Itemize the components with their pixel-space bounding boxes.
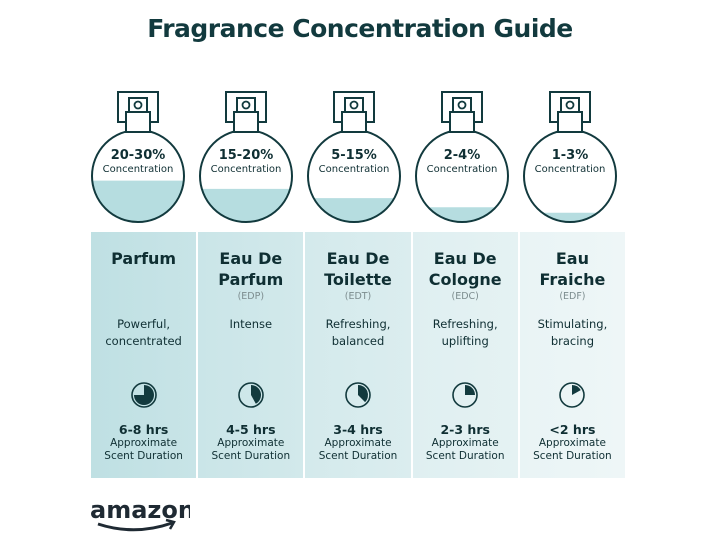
fragrance-name: Eau De Toilette xyxy=(305,248,410,290)
duration-label-line2: Scent Duration xyxy=(318,450,398,462)
amazon-logo-text: amazon xyxy=(90,496,190,524)
concentration-percent: 5-15% xyxy=(331,148,377,163)
duration-hours: 4-5 hrs xyxy=(226,422,276,437)
duration-hours: 3-4 hrs xyxy=(333,422,383,437)
duration-label: Approximate Scent Duration xyxy=(91,437,196,463)
bottle: 15-20% Concentration xyxy=(192,88,300,228)
fragrance-description: Refreshing, balanced xyxy=(305,316,410,350)
bottle: 20-30% Concentration xyxy=(84,88,192,228)
description-line1: Refreshing, xyxy=(325,317,391,331)
fragrance-abbreviation: (EDP) xyxy=(237,291,265,302)
fragrance-column: Eau De Toilette (EDT) Refreshing, balanced 3… xyxy=(305,232,411,478)
fragrance-abbreviation: (EDC) xyxy=(451,291,479,302)
duration-label-line2: Scent Duration xyxy=(104,450,183,462)
description-line2: bracing xyxy=(550,334,594,348)
bottle: 2-4% Concentration xyxy=(408,88,516,228)
clock-icon xyxy=(559,382,586,408)
fragrance-name: Parfum xyxy=(91,248,196,269)
page-title: Fragrance Concentration Guide xyxy=(147,14,573,43)
duration-label-line2: Scent Duration xyxy=(211,450,291,462)
concentration-percent: 2-4% xyxy=(443,148,481,163)
fragrance-column: Eau Fraiche (EDF) Stimulating, bracing <2 hr… xyxy=(519,232,626,478)
fragrance-column: Eau De Cologne (EDC) Refreshing, uplifting 2… xyxy=(412,232,518,478)
fragrance-name-line1: Eau De xyxy=(433,249,497,268)
concentration-percent: 20-30% xyxy=(110,148,166,163)
fragrance-name-line1: Eau De xyxy=(326,249,390,268)
fragrance-name-line1: Parfum xyxy=(111,249,177,268)
bottle-row: 20-30% Concentration 15-20% Concentration … xyxy=(84,88,632,228)
duration-label: Approximate Scent Duration xyxy=(198,437,303,463)
concentration-label: Concentration xyxy=(210,164,282,175)
description-line1: Refreshing, xyxy=(432,317,498,331)
concentration-label: Concentration xyxy=(102,164,174,175)
fragrance-name-line2: Parfum xyxy=(218,270,284,289)
duration-label-line2: Scent Duration xyxy=(425,450,505,462)
fragrance-name: Eau De Parfum xyxy=(198,248,303,290)
duration-hours: <2 hrs xyxy=(549,422,596,437)
fragrance-description: Intense xyxy=(198,316,303,333)
description-line1: Intense xyxy=(229,317,273,331)
concentration-label: Concentration xyxy=(534,164,606,175)
bottle-icon xyxy=(91,91,185,223)
fragrance-name: Eau Fraiche xyxy=(520,248,625,290)
concentration-label: Concentration xyxy=(426,164,498,175)
bottle: 1-3% Concentration xyxy=(516,88,624,228)
concentration-label: Concentration xyxy=(318,164,390,175)
clock-duration-wedge xyxy=(250,385,261,404)
duration-label-line1: Approximate xyxy=(324,437,392,449)
fragrance-name: Eau De Cologne xyxy=(413,248,518,290)
liquid-fill xyxy=(201,188,291,223)
fragrance-description: Stimulating, bracing xyxy=(520,316,625,350)
fragrance-name-line2: Fraiche xyxy=(539,270,606,289)
amazon-logo: amazon xyxy=(90,496,190,532)
description-line1: Powerful, xyxy=(117,317,171,331)
fragrance-column: Eau De Parfum (EDP) Intense 4-5 hrs Approxim… xyxy=(198,232,304,478)
clock-icon xyxy=(452,382,479,408)
duration-label: Approximate Scent Duration xyxy=(305,437,410,463)
fragrance-description: Powerful, concentrated xyxy=(91,316,196,350)
clock-icon xyxy=(345,382,371,408)
duration-label: Approximate Scent Duration xyxy=(413,437,518,463)
fragrance-column: Parfum Powerful, concentrated 6-8 hrs Appro… xyxy=(91,232,197,478)
bottle-icon xyxy=(199,91,293,223)
duration-label-line2: Scent Duration xyxy=(533,450,612,462)
bottle-icon xyxy=(523,91,617,223)
clock-duration-wedge xyxy=(358,385,368,403)
duration-hours: 6-8 hrs xyxy=(118,422,169,437)
fragrance-abbreviation: (EDF) xyxy=(559,291,586,302)
clock-duration-wedge xyxy=(133,385,154,405)
fragrance-name-line2: Toilette xyxy=(324,270,392,289)
bottle-icon xyxy=(415,91,509,223)
clock-duration-wedge xyxy=(465,385,476,395)
fragrance-description: Refreshing, uplifting xyxy=(413,316,518,350)
fragrance-name-line2: Cologne xyxy=(428,270,502,289)
clock-duration-wedge xyxy=(572,385,582,395)
bottle: 5-15% Concentration xyxy=(300,88,408,228)
duration-label-line1: Approximate xyxy=(431,437,499,449)
clock-icon xyxy=(237,382,264,408)
duration-label-line1: Approximate xyxy=(217,437,285,449)
description-line2: balanced xyxy=(331,334,385,348)
concentration-percent: 15-20% xyxy=(218,148,274,163)
duration-label: Approximate Scent Duration xyxy=(520,437,625,463)
liquid-fill xyxy=(313,198,395,222)
fragrance-columns: Parfum Powerful, concentrated 6-8 hrs Appro… xyxy=(91,232,626,478)
clock-icon xyxy=(130,382,157,408)
description-line2: uplifting xyxy=(441,334,489,348)
description-line2: concentrated xyxy=(105,334,182,348)
duration-label-line1: Approximate xyxy=(110,437,178,449)
fragrance-abbreviation: (EDT) xyxy=(344,291,372,302)
concentration-percent: 1-3% xyxy=(551,148,589,163)
bottle-icon xyxy=(307,91,401,223)
liquid-fill xyxy=(92,180,184,222)
fragrance-name-line1: Eau xyxy=(555,249,589,268)
description-line1: Stimulating, xyxy=(537,317,608,331)
fragrance-name-line1: Eau De xyxy=(219,249,283,268)
duration-hours: 2-3 hrs xyxy=(440,422,490,437)
duration-label-line1: Approximate xyxy=(538,437,606,449)
